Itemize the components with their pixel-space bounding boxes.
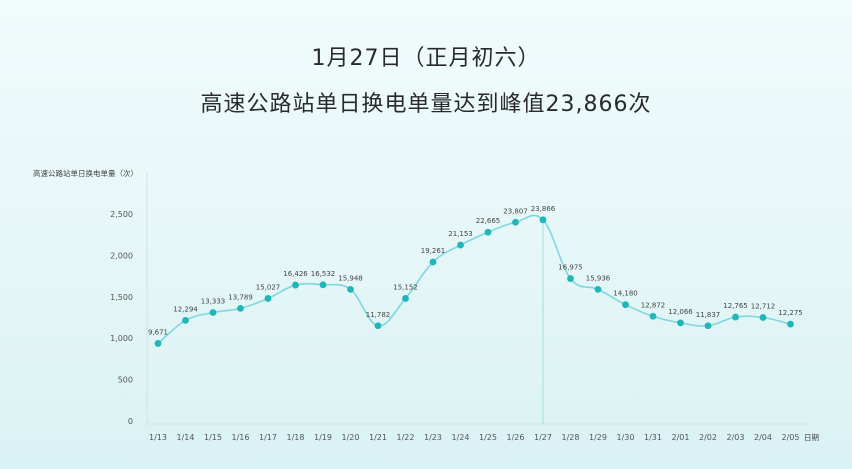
- x-tick-label: 1/20: [342, 433, 360, 442]
- data-point: [182, 316, 189, 324]
- y-tick-label: 1,000: [110, 334, 133, 343]
- data-label: 16,532: [311, 270, 336, 278]
- data-point: [512, 218, 519, 226]
- x-tick-label: 1/27: [534, 433, 552, 442]
- data-point: [622, 301, 629, 309]
- data-label: 16,975: [558, 264, 583, 272]
- x-axis-title: 日期: [804, 433, 819, 442]
- x-tick-label: 2/05: [782, 433, 800, 442]
- x-tick-label: 1/14: [177, 433, 195, 442]
- x-tick-label: 1/28: [562, 433, 580, 442]
- data-point: [292, 281, 299, 289]
- data-label: 11,837: [696, 311, 721, 319]
- x-tick-label: 1/30: [617, 433, 635, 442]
- y-tick-label: 2,000: [110, 251, 133, 260]
- data-label: 13,333: [201, 298, 226, 306]
- y-ticks: 0 500 1,000 1,500 2,000 2,500: [110, 210, 133, 426]
- series-line: [157, 214, 791, 345]
- data-point: [649, 312, 657, 320]
- data-point: [154, 340, 162, 347]
- x-tick-label: 1/26: [507, 433, 525, 442]
- x-tick-label: 1/18: [287, 433, 305, 442]
- x-tick-label: 1/31: [644, 433, 662, 442]
- data-label: 15,152: [393, 283, 418, 291]
- data-label: 15,936: [586, 274, 611, 282]
- data-label: 23,866: [531, 205, 556, 213]
- data-point: [759, 314, 767, 321]
- x-tick-label: 2/03: [727, 433, 745, 442]
- data-label: 12,765: [723, 302, 748, 310]
- x-tick-label: 1/15: [204, 433, 222, 442]
- y-axis-title: 高速公路站单日换电单量（次）: [33, 168, 138, 178]
- data-point: [539, 216, 547, 224]
- y-tick-label: 0: [128, 417, 133, 426]
- data-label: 21,153: [448, 230, 473, 238]
- data-point: [429, 258, 437, 266]
- title-block: 1月27日（正月初六） 高速公路站单日换电单量达到峰值23,866次: [0, 40, 852, 118]
- data-label: 11,782: [366, 311, 391, 319]
- data-point: [402, 295, 409, 302]
- x-ticks: 1/13 1/14 1/15 1/16 1/17 1/18 1/19 1/20 1/21 1/22…: [149, 433, 799, 442]
- data-point: [347, 285, 354, 293]
- data-label: 12,294: [173, 305, 198, 313]
- x-tick-label: 1/19: [314, 433, 332, 442]
- data-point: [732, 313, 739, 321]
- data-label: 23,807: [503, 207, 528, 215]
- x-tick-label: 1/29: [589, 433, 607, 442]
- x-tick-label: 1/25: [479, 433, 497, 442]
- data-label: 12,872: [641, 301, 666, 309]
- y-tick-label: 500: [118, 376, 133, 385]
- data-point: [319, 281, 327, 289]
- data-label: 9,671: [148, 328, 168, 336]
- x-tick-label: 2/04: [754, 433, 772, 442]
- data-label: 12,712: [751, 303, 776, 311]
- data-label: 15,948: [338, 274, 363, 282]
- x-tick-label: 1/17: [259, 433, 277, 442]
- x-tick-label: 1/21: [369, 433, 387, 442]
- data-label: 12,066: [668, 308, 693, 316]
- data-points: [154, 216, 794, 347]
- chart-title-date: 1月27日（正月初六）: [311, 46, 541, 71]
- data-point: [704, 322, 712, 330]
- x-tick-label: 1/13: [149, 433, 167, 442]
- data-point: [209, 309, 217, 316]
- data-point: [594, 285, 602, 293]
- x-tick-label: 2/02: [699, 433, 717, 442]
- data-point: [457, 241, 464, 249]
- data-label: 14,180: [613, 290, 638, 298]
- x-tick-label: 1/23: [424, 433, 442, 442]
- data-point: [237, 304, 244, 312]
- data-point: [374, 322, 382, 330]
- x-tick-label: 1/22: [397, 433, 415, 442]
- data-label: 22,665: [476, 217, 501, 225]
- data-label: 16,426: [283, 270, 308, 278]
- data-point: [567, 275, 574, 282]
- x-tick-label: 1/16: [232, 433, 250, 442]
- data-point: [484, 228, 492, 236]
- data-point: [677, 319, 684, 327]
- data-point: [264, 295, 272, 302]
- chart-title: 高速公路站单日换电单量达到峰值23,866次: [200, 92, 652, 117]
- data-label: 19,261: [421, 247, 446, 255]
- x-tick-label: 2/01: [672, 433, 690, 442]
- data-point: [787, 320, 794, 328]
- data-label: 13,789: [228, 293, 253, 301]
- x-tick-label: 1/24: [452, 433, 470, 442]
- data-label: 12,275: [778, 309, 803, 317]
- y-tick-label: 2,500: [110, 210, 133, 219]
- data-label: 15,027: [256, 283, 281, 291]
- y-tick-label: 1,500: [110, 293, 133, 302]
